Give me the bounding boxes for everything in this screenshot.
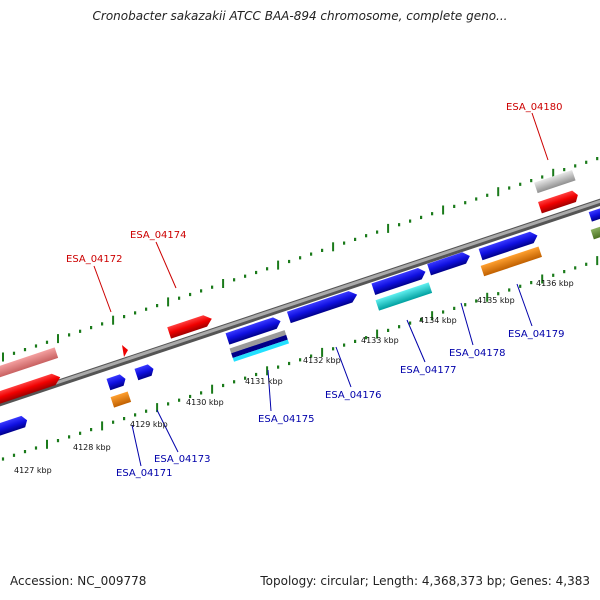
reverse-gene-features[interactable] [0, 226, 600, 439]
scale-label: 4131 kbp [245, 377, 283, 386]
scale-label: 4136 kbp [536, 279, 574, 288]
forward-label-leaders [93, 112, 549, 313]
scale-label: 4128 kbp [73, 443, 111, 452]
scale-label: 4133 kbp [361, 336, 399, 345]
map-title: Cronobacter sakazakii ATCC BAA-894 chrom… [92, 9, 508, 23]
gene-label-esa-04175[interactable]: ESA_04175 [258, 414, 315, 425]
gene-feature[interactable] [0, 372, 62, 406]
scale-label: 4127 kbp [14, 466, 52, 475]
topology-summary: Topology: circular; Length: 4,368,373 bp… [260, 574, 590, 588]
forward-tick-track [2, 157, 599, 362]
gene-feature[interactable] [225, 315, 283, 345]
gene-feature[interactable] [534, 169, 576, 194]
scale-label: 4134 kbp [419, 316, 457, 325]
gene-feature[interactable] [371, 266, 427, 295]
gene-feature[interactable] [134, 363, 156, 381]
gene-feature[interactable] [0, 415, 29, 439]
gene-label-esa-04180[interactable]: ESA_04180 [506, 102, 563, 113]
gene-feature[interactable] [590, 226, 600, 240]
scale-label: 4132 kbp [303, 356, 341, 365]
reverse-label-leaders [131, 283, 533, 467]
forward-gene-features[interactable] [0, 169, 600, 406]
gene-feature[interactable] [0, 347, 59, 380]
gene-label-esa-04178[interactable]: ESA_04178 [449, 348, 506, 359]
gene-label-esa-04179[interactable]: ESA_04179 [508, 329, 565, 340]
chromosome-backbone [0, 198, 600, 407]
gene-label-esa-04171[interactable]: ESA_04171 [116, 468, 173, 479]
scale-labels: 4127 kbp 4128 kbp 4129 kbp 4130 kbp 4131… [14, 279, 574, 475]
gene-feature[interactable] [588, 206, 600, 222]
gene-feature[interactable] [106, 373, 128, 391]
gene-label-esa-04173[interactable]: ESA_04173 [154, 454, 211, 465]
scale-label: 4135 kbp [477, 296, 515, 305]
gene-feature[interactable] [480, 246, 542, 277]
gene-feature[interactable] [427, 250, 472, 276]
gene-feature[interactable] [286, 289, 359, 324]
gene-feature[interactable] [122, 345, 128, 357]
gene-feature[interactable] [375, 282, 433, 311]
scale-label: 4129 kbp [130, 420, 168, 429]
gene-label-esa-04177[interactable]: ESA_04177 [400, 365, 457, 376]
reverse-gene-labels[interactable]: ESA_04171 ESA_04173 ESA_04175 ESA_04176 … [116, 329, 565, 479]
gene-label-esa-04174[interactable]: ESA_04174 [130, 230, 187, 241]
gene-feature[interactable] [538, 189, 580, 214]
accession-text: Accession: NC_009778 [10, 574, 147, 588]
gene-feature[interactable] [167, 313, 213, 339]
gene-feature[interactable] [229, 330, 290, 362]
forward-gene-labels[interactable]: ESA_04172 ESA_04174 ESA_04180 [66, 102, 563, 265]
gene-feature[interactable] [478, 230, 540, 261]
gene-feature[interactable] [110, 391, 132, 408]
gene-label-esa-04176[interactable]: ESA_04176 [325, 390, 382, 401]
reverse-tick-track [1, 256, 599, 461]
gene-label-esa-04172[interactable]: ESA_04172 [66, 254, 123, 265]
scale-label: 4130 kbp [186, 398, 224, 407]
